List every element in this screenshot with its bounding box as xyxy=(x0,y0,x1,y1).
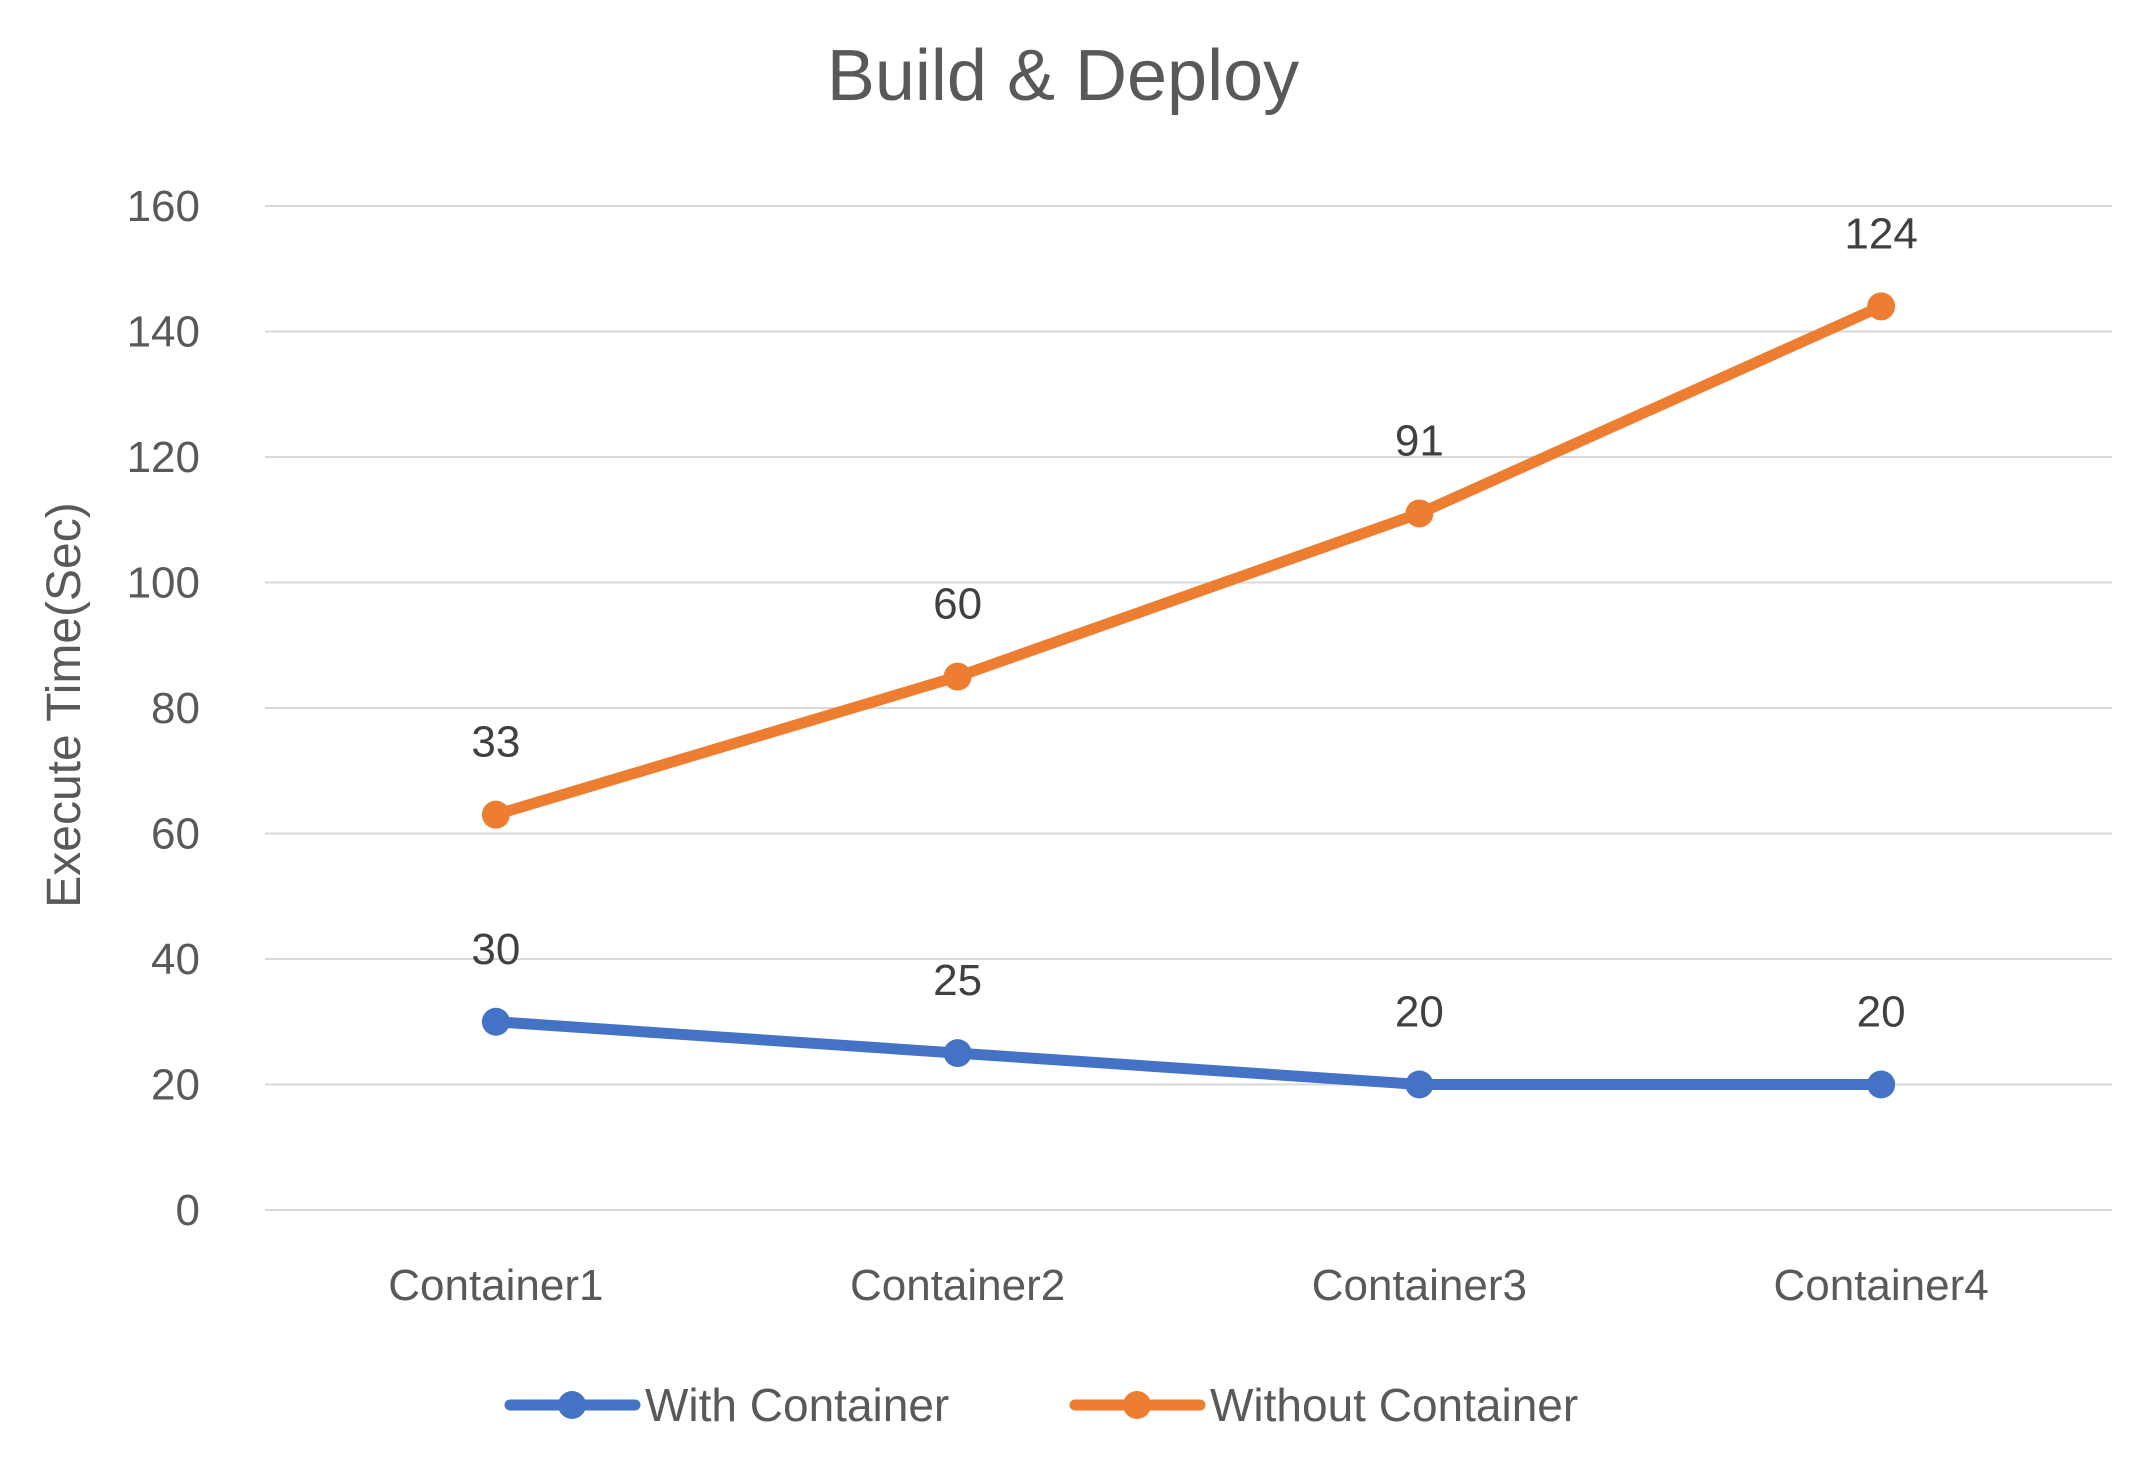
y-tick-label: 100 xyxy=(127,559,200,608)
data-label: 124 xyxy=(1844,209,1917,258)
y-tick-label: 20 xyxy=(151,1061,200,1110)
data-point xyxy=(1867,292,1896,321)
data-label: 91 xyxy=(1395,416,1444,465)
series-layer xyxy=(481,292,1896,1099)
y-axis-label: Execute Time(Sec) xyxy=(38,502,91,907)
y-axis-ticks: 0 20 40 60 80 100 120 140 160 xyxy=(127,182,200,1235)
legend-label: With Container xyxy=(645,1379,949,1431)
y-tick-label: 160 xyxy=(127,182,200,231)
data-point xyxy=(943,662,972,691)
x-tick-label: Container3 xyxy=(1312,1261,1527,1310)
y-tick-label: 80 xyxy=(151,684,200,733)
data-label: 20 xyxy=(1857,988,1906,1037)
y-tick-label: 0 xyxy=(176,1186,200,1235)
y-tick-label: 60 xyxy=(151,810,200,859)
chart-title: Build & Deploy xyxy=(827,36,1299,116)
x-tick-label: Container2 xyxy=(850,1261,1065,1310)
series-line-2 xyxy=(490,300,1887,821)
data-point xyxy=(481,1007,510,1036)
legend-swatch-marker xyxy=(1123,1391,1151,1419)
x-tick-label: Container1 xyxy=(388,1261,603,1310)
data-point xyxy=(481,800,510,829)
x-tick-label: Container4 xyxy=(1773,1261,1988,1310)
data-label: 30 xyxy=(471,925,520,974)
data-point xyxy=(1405,499,1434,528)
legend-swatch-marker xyxy=(558,1391,586,1419)
y-tick-label: 40 xyxy=(151,935,200,984)
data-point xyxy=(1867,1070,1896,1099)
legend-label: Without Container xyxy=(1210,1379,1578,1431)
data-label: 33 xyxy=(471,718,520,767)
series-line-1 xyxy=(490,1016,1887,1090)
y-tick-label: 120 xyxy=(127,433,200,482)
data-label: 60 xyxy=(933,580,982,629)
y-tick-label: 140 xyxy=(127,308,200,357)
data-point xyxy=(1405,1070,1434,1099)
gridlines xyxy=(265,205,2112,1211)
data-point xyxy=(943,1039,972,1068)
data-label: 25 xyxy=(933,956,982,1005)
data-label: 20 xyxy=(1395,988,1444,1037)
legend: With Container Without Container xyxy=(504,1379,1578,1431)
data-labels: 30 25 20 20 33 60 91 124 xyxy=(471,209,1917,1036)
x-axis-ticks: Container1 Container2 Container3 Container4 xyxy=(388,1261,1989,1310)
